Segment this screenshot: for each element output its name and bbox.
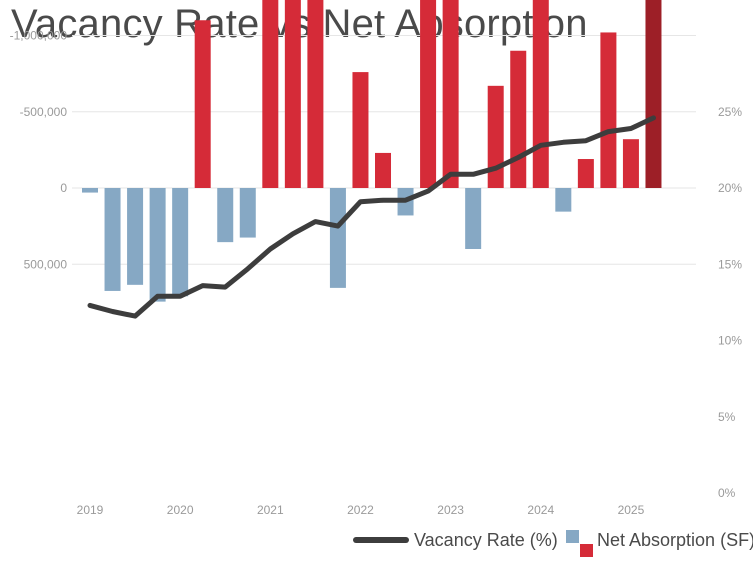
vacancy-rate-point xyxy=(269,248,271,250)
right-tick-label: 20% xyxy=(718,181,742,195)
net-absorption-bar xyxy=(487,85,504,188)
x-tick-label: 2023 xyxy=(437,503,464,517)
vacancy-rate-line xyxy=(87,115,656,319)
left-tick-label: 500,000 xyxy=(24,257,68,271)
legend-label-vacancy-rate: Vacancy Rate (%) xyxy=(414,530,558,550)
vacancy-rate-point xyxy=(562,141,564,143)
net-absorption-bar xyxy=(104,188,121,291)
legend: Vacancy Rate (%) Net Absorption (SF) xyxy=(353,530,753,557)
x-tick-label: 2024 xyxy=(527,503,554,517)
vacancy-rate-point xyxy=(585,140,587,142)
vacancy-rate-point xyxy=(134,315,136,317)
right-tick-label: 15% xyxy=(718,257,742,271)
vacancy-rate-point xyxy=(652,117,654,119)
right-axis: 25% 20% 15% 10% 5% 0% xyxy=(718,105,742,500)
net-absorption-bar xyxy=(82,188,98,193)
vacancy-rate-point xyxy=(607,131,609,133)
line-series xyxy=(87,115,656,319)
vacancy-rate-point xyxy=(292,233,294,235)
vacancy-rate-point xyxy=(359,201,361,203)
vacancy-rate-point xyxy=(314,221,316,223)
net-absorption-bar xyxy=(127,188,144,285)
net-absorption-bar xyxy=(375,152,392,188)
x-tick-label: 2021 xyxy=(257,503,284,517)
legend-bar-swatch-negative xyxy=(580,544,593,557)
net-absorption-bar xyxy=(172,188,189,297)
right-tick-label: 0% xyxy=(718,486,736,500)
left-tick-label: -1,000,000 xyxy=(10,29,68,43)
vacancy-rate-point xyxy=(495,167,497,169)
vacancy-rate-point xyxy=(405,199,407,201)
vacancy-rate-point xyxy=(89,304,91,306)
vacancy-rate-point xyxy=(247,268,249,270)
legend-bar-swatch-positive xyxy=(566,530,579,543)
net-absorption-bar xyxy=(420,0,437,189)
net-absorption-bar xyxy=(577,159,594,188)
net-absorption-bar xyxy=(555,188,572,212)
net-absorption-bar xyxy=(194,20,211,188)
vacancy-rate-point xyxy=(472,173,474,175)
net-absorption-bar xyxy=(217,188,234,243)
right-tick-label: 10% xyxy=(718,334,742,348)
net-absorption-bar xyxy=(465,188,482,249)
vacancy-rate-point xyxy=(179,295,181,297)
net-absorption-bar xyxy=(284,0,301,188)
x-tick-label: 2020 xyxy=(167,503,194,517)
net-absorption-bar xyxy=(600,32,617,189)
net-absorption-bar xyxy=(149,188,166,302)
net-absorption-bar xyxy=(510,50,527,188)
vacancy-rate-point xyxy=(450,173,452,175)
vacancy-rate-point xyxy=(157,295,159,297)
vacancy-rate-point xyxy=(540,144,542,146)
legend-label-net-absorption: Net Absorption (SF) xyxy=(597,530,753,550)
vacancy-rate-point xyxy=(202,285,204,287)
x-axis: 2019 2020 2021 2022 2023 2024 2025 xyxy=(77,503,645,517)
left-axis: 500,0000-500,000-1,000,000-1,500,000-2,0… xyxy=(10,29,68,272)
right-tick-label: 5% xyxy=(718,410,736,424)
vacancy-rate-point xyxy=(337,225,339,227)
net-absorption-bar xyxy=(532,0,549,188)
net-absorption-bar xyxy=(442,0,459,189)
vacancy-rate-point xyxy=(630,128,632,130)
net-absorption-bar xyxy=(239,188,256,238)
vacancy-rate-point xyxy=(224,286,226,288)
net-absorption-bar xyxy=(645,0,662,188)
bar-series xyxy=(82,0,662,302)
vacancy-rate-point xyxy=(112,311,114,313)
right-tick-label: 25% xyxy=(718,105,742,119)
vacancy-rate-point xyxy=(427,190,429,192)
net-absorption-bar xyxy=(307,0,324,188)
net-absorption-bar xyxy=(622,139,639,188)
x-tick-label: 2019 xyxy=(77,503,104,517)
vacancy-rate-point xyxy=(517,157,519,158)
x-tick-label: 2022 xyxy=(347,503,374,517)
left-tick-label: -500,000 xyxy=(20,105,68,119)
net-absorption-bar xyxy=(352,72,369,188)
net-absorption-bar xyxy=(329,188,346,288)
vacancy-rate-point xyxy=(382,199,384,201)
net-absorption-bar xyxy=(262,0,279,189)
left-tick-label: 0 xyxy=(60,181,67,195)
x-tick-label: 2025 xyxy=(618,503,645,517)
